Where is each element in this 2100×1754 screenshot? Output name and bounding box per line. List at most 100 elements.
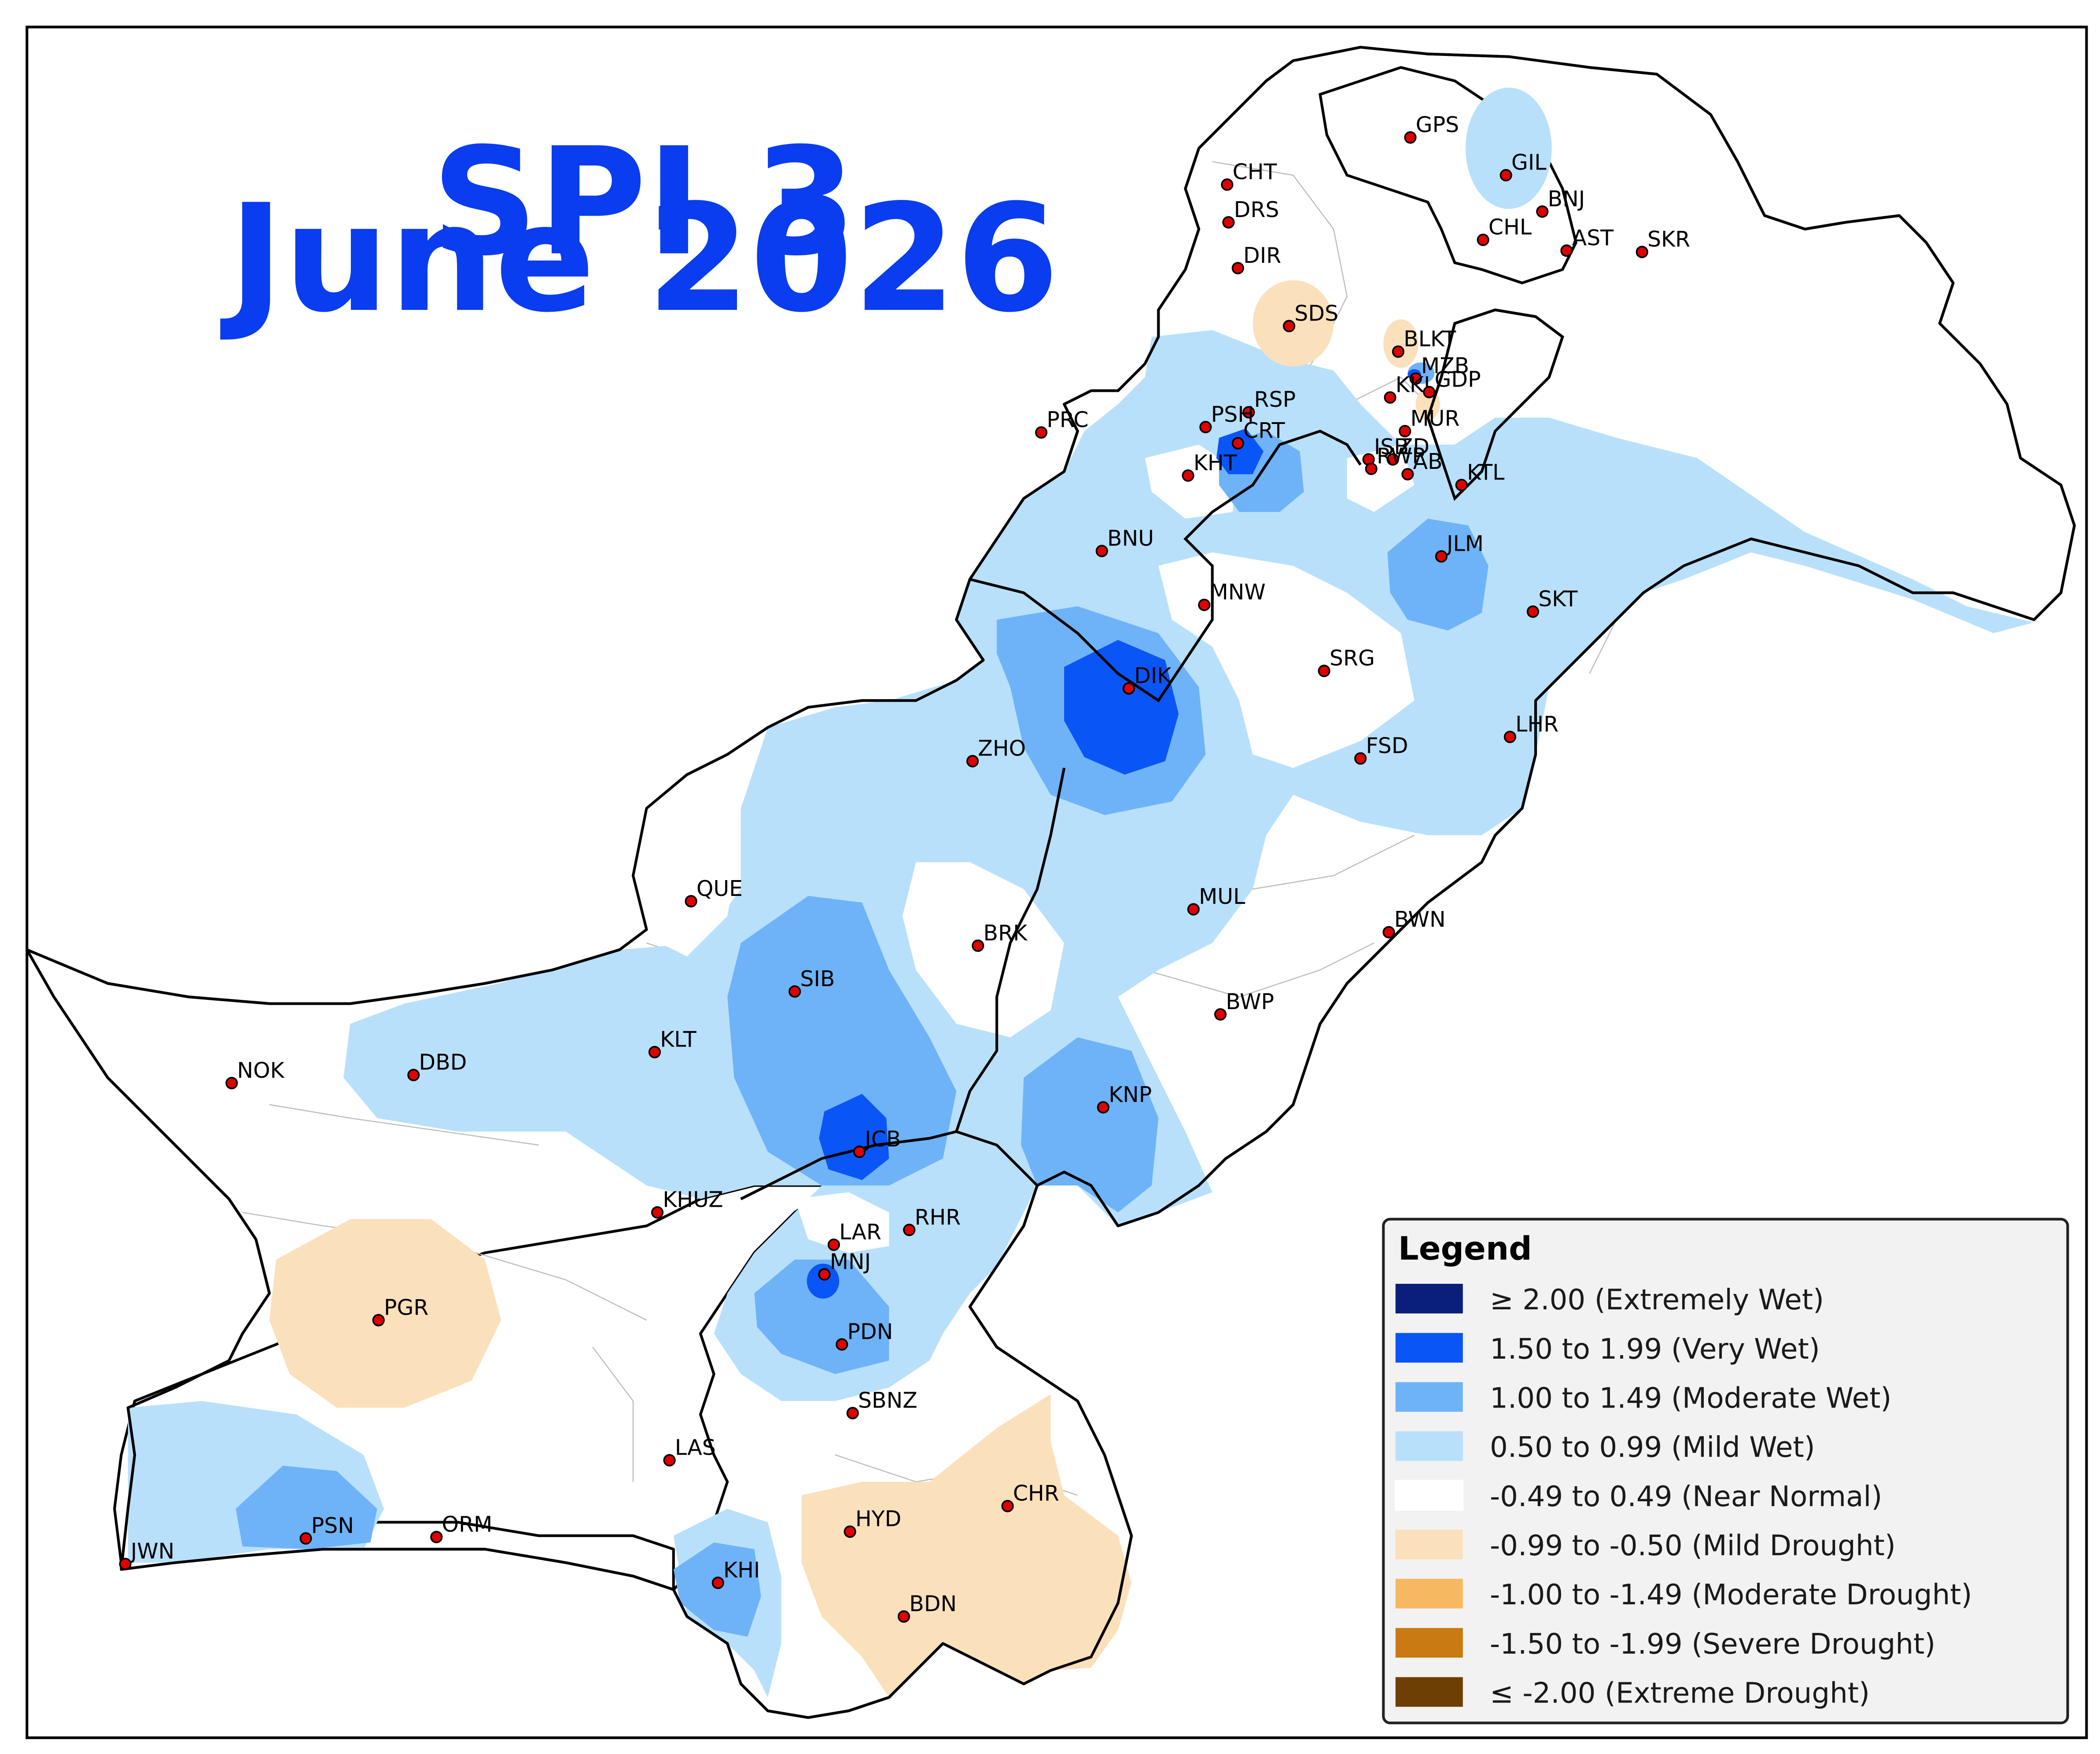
station-label: PGR [384, 1295, 428, 1320]
station-label: AST [1572, 225, 1614, 251]
station-label: JLM [1445, 531, 1484, 556]
gilgit-baltistan-border [1319, 66, 1578, 284]
station-label: QUE [696, 876, 743, 901]
legend-label: 1.00 to 1.49 (Moderate Wet) [1490, 1382, 1891, 1415]
station-marker [1354, 752, 1367, 765]
station-marker [846, 1407, 859, 1419]
station-label: PSN [311, 1513, 354, 1538]
legend: Legend ≥ 2.00 (Extremely Wet) 1.50 to 1.9… [1382, 1218, 2069, 1725]
station-marker [1199, 421, 1212, 434]
station-khi: KHI [711, 1558, 760, 1589]
station-marker [897, 1610, 910, 1623]
station-bnj: BNJ [1536, 186, 1585, 218]
legend-label: -0.99 to -0.50 (Mild Drought) [1490, 1529, 1896, 1562]
station-nok: NOK [225, 1058, 285, 1090]
station-label: MNJ [830, 1249, 871, 1274]
station-label: BNJ [1548, 186, 1585, 211]
station-gps: GPS [1404, 112, 1459, 144]
station-gil: GIL [1499, 150, 1547, 181]
station-rwp: RWP [1365, 444, 1425, 475]
station-label: DRS [1234, 197, 1279, 222]
station-marker [648, 1046, 661, 1058]
station-bwp: BWP [1214, 989, 1274, 1021]
station-klt: KLT [648, 1027, 697, 1058]
station-mul: MUL [1187, 884, 1245, 916]
station-label: MNW [1210, 580, 1266, 605]
station-label: ORM [442, 1512, 493, 1537]
station-marker [1636, 246, 1648, 258]
mild-drought-zones [269, 280, 1440, 1698]
station-label: SKT [1538, 586, 1578, 612]
legend-label: 1.50 to 1.99 (Very Wet) [1490, 1333, 1820, 1366]
station-rhr: RHR [903, 1205, 961, 1236]
station-marker [903, 1223, 916, 1236]
station-label: ZD [1398, 434, 1429, 459]
station-mnw: MNW [1198, 580, 1266, 612]
station-marker [1035, 426, 1048, 439]
station-label: CHL [1488, 215, 1532, 240]
station-marker [1384, 391, 1396, 404]
station-mur: MUR [1399, 406, 1460, 438]
station-label: GDP [1435, 367, 1481, 392]
station-marker [1386, 453, 1399, 466]
station-label: HYD [855, 1507, 901, 1532]
legend-label: ≥ 2.00 (Extremely Wet) [1490, 1283, 1824, 1316]
station-marker [1455, 479, 1468, 491]
station-marker [1122, 682, 1135, 695]
station-bdn: BDN [897, 1592, 957, 1623]
legend-label: 0.50 to 0.99 (Mild Wet) [1490, 1431, 1815, 1464]
station-ast: AST [1560, 225, 1614, 257]
station-label: BDN [909, 1592, 957, 1617]
station-marker [1392, 345, 1404, 358]
station-label: JCB [863, 1127, 901, 1152]
legend-label: -1.50 to -1.99 (Severe Drought) [1490, 1628, 1935, 1661]
legend-item: 1.00 to 1.49 (Moderate Wet) [1395, 1382, 1891, 1415]
station-label: MUR [1410, 406, 1459, 431]
station-dik: DIK [1122, 663, 1172, 695]
station-marker [1499, 169, 1512, 181]
station-orm: ORM [430, 1512, 493, 1544]
station-rsp: RSP [1242, 387, 1296, 419]
station-marker [1231, 262, 1244, 275]
legend-swatch [1395, 1579, 1463, 1609]
station-label: BWN [1394, 907, 1446, 932]
station-fsd: FSD [1354, 733, 1408, 765]
station-label: PDN [847, 1319, 893, 1344]
station-marker [844, 1525, 856, 1538]
legend-item: ≥ 2.00 (Extremely Wet) [1395, 1283, 1824, 1316]
station-marker [407, 1069, 420, 1081]
station-marker [1399, 425, 1411, 438]
legend-item: 1.50 to 1.99 (Very Wet) [1395, 1333, 1820, 1366]
map-title-line2: June 2026 [219, 173, 1059, 345]
station-label: KHT [1194, 450, 1238, 475]
station-marker [788, 985, 801, 998]
station-pgr: PGR [372, 1295, 428, 1327]
station-label: AB [1413, 449, 1443, 474]
station-zd: ZD [1386, 434, 1429, 466]
station-label: MZB [1421, 354, 1469, 379]
legend-item: -1.50 to -1.99 (Severe Drought) [1395, 1628, 1935, 1661]
station-marker [1423, 386, 1436, 398]
station-marker [1560, 244, 1573, 257]
station-marker [225, 1077, 238, 1090]
station-marker [1283, 320, 1296, 332]
station-las: LAS [663, 1435, 716, 1467]
station-marker [651, 1206, 664, 1219]
station-marker [1097, 1101, 1109, 1114]
station-psn: PSN [299, 1513, 354, 1545]
station-marker [372, 1314, 385, 1327]
station-marker [1435, 550, 1448, 563]
station-prc: PRC [1035, 407, 1089, 439]
station-sds: SDS [1283, 301, 1338, 332]
station-skt: SKT [1526, 586, 1578, 618]
province-borders-top [740, 429, 1362, 1200]
station-marker [1382, 926, 1395, 939]
legend-label: -0.49 to 0.49 (Near Normal) [1490, 1480, 1882, 1513]
station-label: SBNZ [858, 1388, 917, 1413]
legend-swatch [1395, 1529, 1463, 1559]
station-label: SRG [1330, 646, 1375, 671]
legend-item: -1.00 to -1.49 (Moderate Drought) [1395, 1578, 1972, 1611]
station-marker [818, 1268, 831, 1281]
station-label: CHR [1013, 1481, 1059, 1506]
station-marker [1536, 205, 1549, 218]
